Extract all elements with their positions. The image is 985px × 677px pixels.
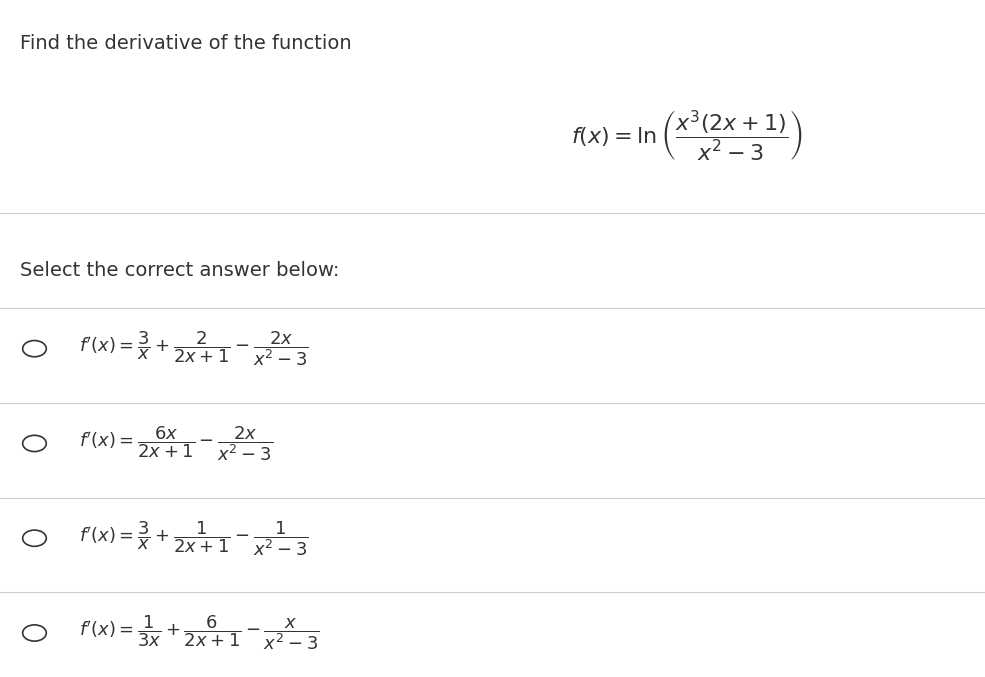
Text: $f'(x) = \dfrac{6x}{2x+1} - \dfrac{2x}{x^2-3}$: $f'(x) = \dfrac{6x}{2x+1} - \dfrac{2x}{x… (79, 424, 273, 463)
Text: $f'(x) = \dfrac{3}{x} + \dfrac{2}{2x+1} - \dfrac{2x}{x^2-3}$: $f'(x) = \dfrac{3}{x} + \dfrac{2}{2x+1} … (79, 329, 308, 368)
Text: $f'(x) = \dfrac{3}{x} + \dfrac{1}{2x+1} - \dfrac{1}{x^2-3}$: $f'(x) = \dfrac{3}{x} + \dfrac{1}{2x+1} … (79, 519, 308, 558)
Text: Find the derivative of the function: Find the derivative of the function (20, 34, 352, 53)
Text: $f(x) = \ln\left(\dfrac{x^3(2x+1)}{x^2-3}\right)$: $f(x) = \ln\left(\dfrac{x^3(2x+1)}{x^2-3… (571, 108, 803, 162)
Text: $f'(x) = \dfrac{1}{3x} + \dfrac{6}{2x+1} - \dfrac{x}{x^2-3}$: $f'(x) = \dfrac{1}{3x} + \dfrac{6}{2x+1}… (79, 613, 319, 653)
Text: Select the correct answer below:: Select the correct answer below: (20, 261, 339, 280)
